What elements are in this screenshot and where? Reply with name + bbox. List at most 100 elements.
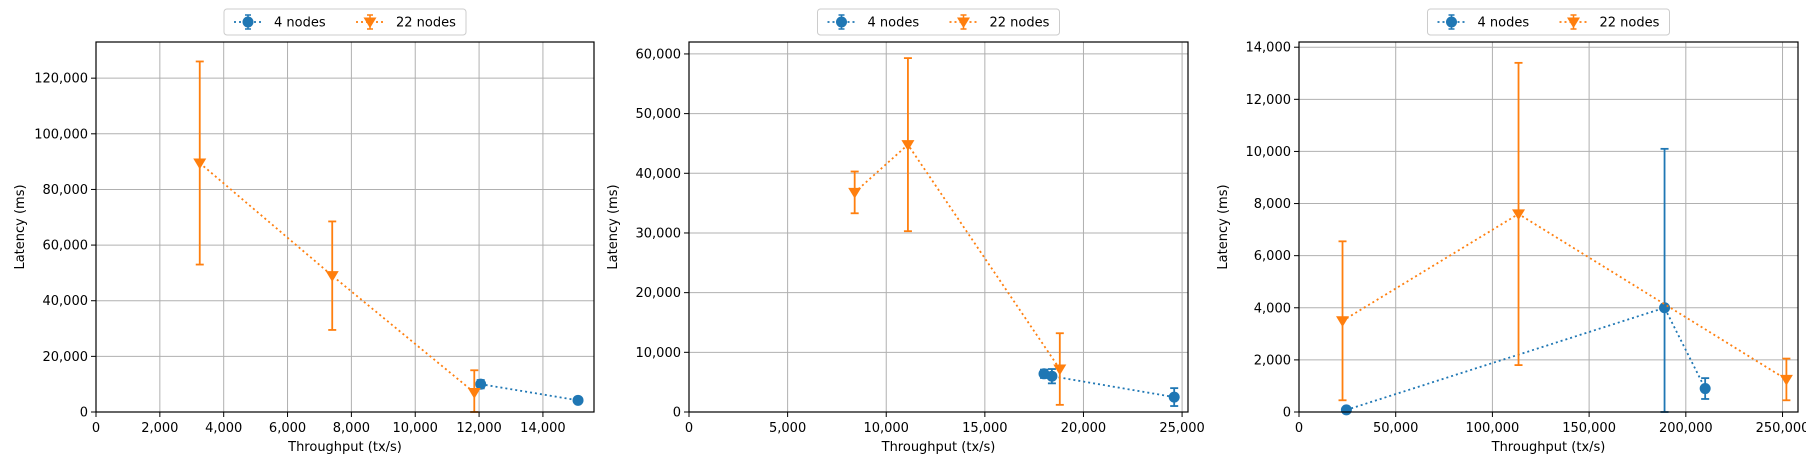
y-tick-label: 2,000 — [1254, 353, 1291, 368]
axes-frame — [1298, 41, 1799, 413]
x-tick-label: 10,000 — [392, 421, 438, 436]
y-tick-label: 0 — [80, 406, 88, 421]
data-point — [848, 187, 862, 199]
data-point — [325, 271, 339, 282]
x-tick-label: 2,000 — [141, 421, 178, 436]
legend-marker — [242, 16, 254, 28]
x-tick-label: 10,000 — [863, 421, 909, 436]
y-tick-label: 10,000 — [1246, 145, 1292, 160]
data-point — [572, 394, 584, 406]
legend-label: 22 nodes — [1600, 16, 1660, 31]
chart-panel-1: 0 2,000 4,000 6,000 8,000 10,000 12,000 14,000 0… — [13, 8, 595, 455]
series-line — [854, 143, 1061, 370]
x-tick-label: 0 — [1295, 421, 1303, 436]
x-tick-label: 100,000 — [1466, 421, 1520, 436]
legend-box — [223, 8, 467, 36]
series-line — [1342, 212, 1787, 381]
y-tick-label: 40,000 — [43, 294, 89, 309]
y-tick-label: 120,000 — [34, 72, 88, 87]
data-point — [1168, 391, 1180, 403]
series-line — [199, 162, 475, 394]
x-tick-label: 12,000 — [456, 421, 502, 436]
legend-marker — [1446, 16, 1457, 28]
legend-box — [817, 8, 1060, 36]
y-tick-label: 0 — [673, 406, 681, 421]
x-tick-label: 5,000 — [769, 421, 806, 436]
series-4-nodes — [1038, 368, 1180, 407]
x-tick-label: 4,000 — [205, 421, 242, 436]
x-tick-label: 14,000 — [520, 421, 566, 436]
data-point — [1336, 316, 1350, 327]
series-22-nodes — [848, 57, 1067, 406]
legend-marker — [836, 16, 847, 28]
y-tick-label: 30,000 — [636, 226, 682, 241]
data-point — [193, 158, 207, 170]
data-point — [1659, 302, 1671, 314]
legend-marker — [363, 17, 377, 29]
y-tick-label: 4,000 — [1254, 301, 1291, 316]
data-point — [1046, 370, 1058, 382]
x-axis-label: Throughput (tx/s) — [881, 440, 996, 455]
y-axis-label: Latency (ms) — [1216, 184, 1231, 269]
series-4-nodes — [475, 378, 584, 406]
data-point — [901, 140, 915, 151]
y-tick-label: 0 — [1283, 406, 1291, 421]
x-tick-label: 0 — [92, 421, 100, 436]
x-tick-label: 250,000 — [1756, 421, 1806, 436]
y-tick-label: 40,000 — [636, 167, 682, 182]
series-22-nodes — [1336, 61, 1793, 402]
legend: 4 nodes 22 nodes — [223, 8, 467, 36]
x-tick-label: 0 — [685, 421, 693, 436]
y-tick-label: 10,000 — [636, 346, 682, 361]
y-tick-label: 8,000 — [1254, 197, 1291, 212]
legend-label: 22 nodes — [990, 16, 1050, 31]
legend-label: 22 nodes — [396, 16, 456, 31]
legend-label: 4 nodes — [274, 16, 326, 31]
legend-label: 4 nodes — [1478, 16, 1530, 31]
x-tick-label: 150,000 — [1562, 421, 1616, 436]
x-tick-label: 8,000 — [333, 421, 370, 436]
y-tick-label: 6,000 — [1254, 249, 1291, 264]
y-tick-label: 50,000 — [636, 107, 682, 122]
y-axis-label: Latency (ms) — [606, 184, 621, 269]
y-tick-label: 20,000 — [636, 286, 682, 301]
legend-marker — [1567, 17, 1580, 29]
y-tick-label: 60,000 — [636, 47, 682, 62]
x-tick-label: 15,000 — [962, 421, 1008, 436]
legend-marker — [957, 17, 970, 29]
chart-panel-2: 0 5,000 10,000 15,000 20,000 25,000 0 10,000 20,… — [606, 8, 1205, 455]
legend: 4 nodes 22 nodes — [1427, 8, 1670, 36]
series-line — [1346, 306, 1706, 411]
legend-label: 4 nodes — [868, 16, 920, 31]
y-axis-label: Latency (ms) — [13, 184, 28, 269]
legend: 4 nodes 22 nodes — [817, 8, 1060, 36]
x-axis-label: Throughput (tx/s) — [287, 440, 402, 455]
y-tick-label: 80,000 — [43, 183, 89, 198]
axes-frame — [688, 41, 1189, 413]
series-4-nodes — [1340, 147, 1711, 416]
y-tick-label: 100,000 — [34, 127, 88, 142]
axes-frame — [95, 41, 595, 413]
y-tick-label: 12,000 — [1246, 93, 1292, 108]
x-tick-label: 50,000 — [1373, 421, 1419, 436]
y-tick-label: 20,000 — [43, 350, 89, 365]
data-point — [1512, 209, 1526, 221]
data-point — [475, 378, 487, 390]
y-tick-label: 14,000 — [1246, 41, 1292, 56]
data-point — [1053, 364, 1067, 376]
series-22-nodes — [193, 60, 481, 413]
x-tick-label: 25,000 — [1159, 421, 1205, 436]
data-point — [1779, 374, 1793, 386]
x-tick-label: 200,000 — [1659, 421, 1713, 436]
data-point — [467, 387, 481, 399]
series-line — [1043, 372, 1175, 398]
series-line — [480, 383, 579, 402]
chart-panel-3: 0 50,000 100,000 150,000 200,000 250,000 0 2,00… — [1216, 8, 1806, 455]
x-tick-label: 20,000 — [1061, 421, 1107, 436]
y-tick-label: 60,000 — [43, 239, 89, 254]
data-point — [1699, 383, 1711, 395]
legend-box — [1427, 8, 1670, 36]
x-tick-label: 6,000 — [269, 421, 306, 436]
data-point — [1340, 404, 1352, 416]
